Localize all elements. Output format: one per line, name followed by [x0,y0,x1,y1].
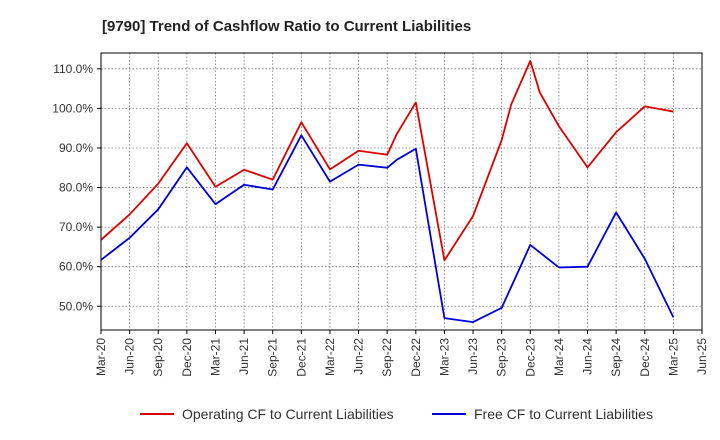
x-tick-label: Jun-23 [466,338,480,375]
legend-operating-cf-label: Operating CF to Current Liabilities [182,406,394,422]
y-tick-label: 80.0% [59,181,93,195]
x-tick-label: Mar-23 [437,338,451,376]
y-tick-label: 60.0% [59,260,93,274]
x-tick-label: Jun-20 [123,338,137,375]
y-tick-label: 100.0% [52,101,93,115]
x-tick-label: Sep-24 [609,338,623,377]
x-axis-ticks: Mar-20 Jun-20 Sep-20 Dec-20 Mar-21 Jun-21 Sep-… [94,330,709,377]
x-tick-label: Dec-24 [638,338,652,377]
x-tick-label: Mar-21 [208,338,222,376]
x-tick-label: Sep-20 [151,338,165,377]
grid-lines [100,53,703,330]
x-tick-label: Mar-25 [666,338,680,376]
legend: Operating CF to Current Liabilities Free … [140,406,653,422]
x-tick-label: Dec-22 [409,338,423,377]
y-tick-label: 110.0% [53,62,93,76]
free-cf-line [100,134,675,323]
x-tick-label: Mar-20 [94,338,108,376]
chart-title: [9790] Trend of Cashflow Ratio to Curren… [102,18,471,35]
y-axis-ticks: 50.0% 60.0% 70.0% 80.0% 90.0% 100.0% 110.0% [52,62,101,313]
y-tick-label: 90.0% [59,141,93,155]
x-tick-label: Jun-25 [695,338,709,375]
x-tick-label: Dec-23 [523,338,537,377]
x-tick-label: Jun-22 [352,338,366,375]
legend-free-cf-label: Free CF to Current Liabilities [474,406,653,422]
x-tick-label: Sep-22 [380,338,394,377]
x-tick-label: Dec-21 [294,338,308,377]
x-tick-label: Jun-24 [581,338,595,375]
x-tick-label: Sep-23 [495,338,509,377]
x-tick-label: Dec-20 [180,338,194,377]
x-tick-label: Jun-21 [237,338,251,375]
y-tick-label: 50.0% [59,299,93,313]
series-group [100,60,675,323]
operating-cf-line [100,60,674,262]
x-tick-label: Mar-22 [323,338,337,376]
y-tick-label: 70.0% [59,220,93,234]
x-tick-label: Mar-24 [552,338,566,376]
plot-frame [100,52,703,331]
x-tick-label: Sep-21 [266,338,280,377]
